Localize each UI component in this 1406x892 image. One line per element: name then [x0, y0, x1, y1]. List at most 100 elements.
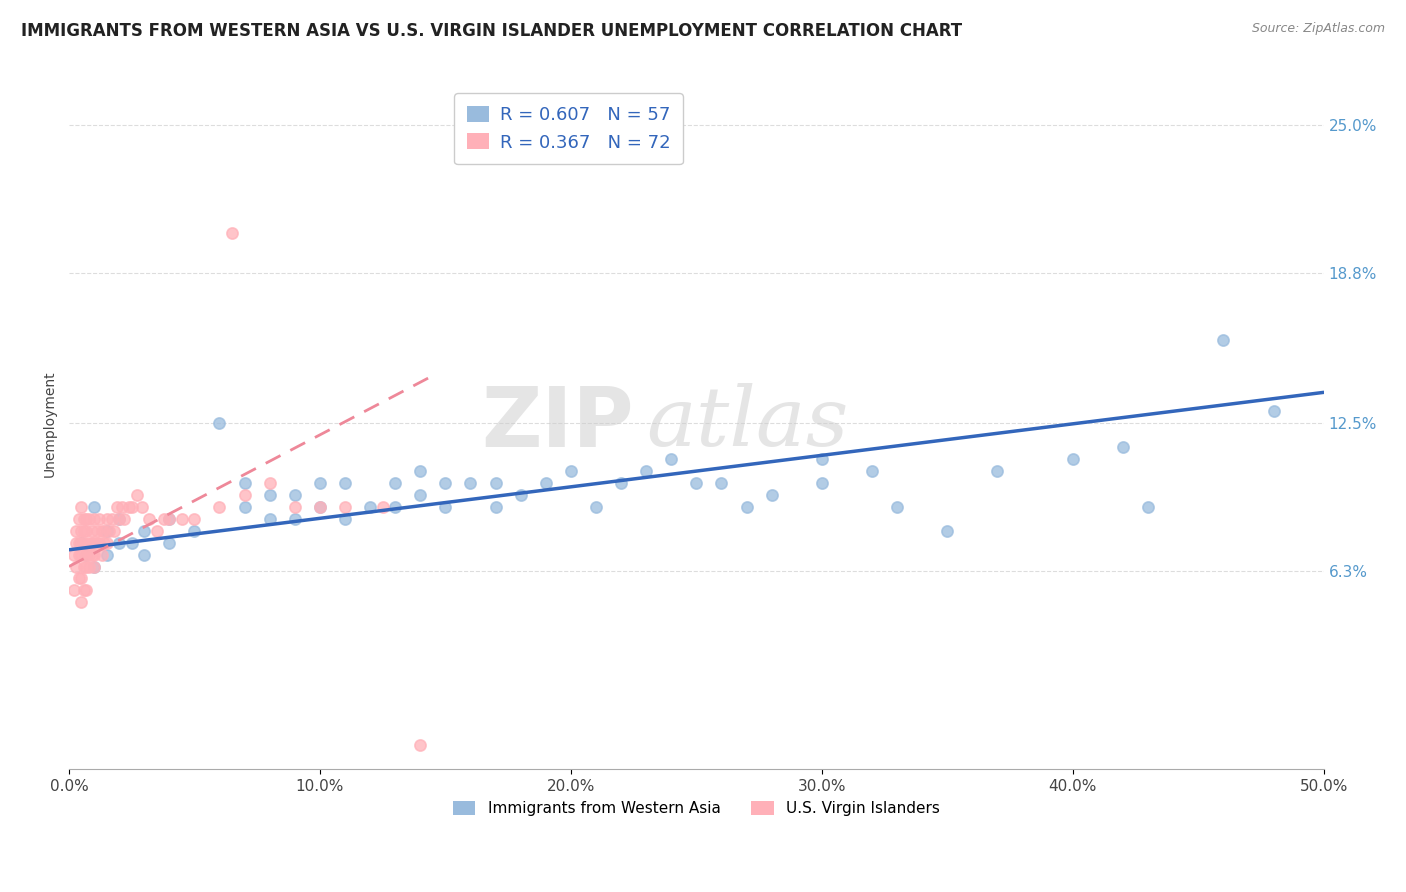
- Point: [67, 571, 90, 585]
- Point: [610, 475, 633, 490]
- Point: [409, 739, 432, 753]
- Point: [77, 559, 100, 574]
- Point: [76, 583, 98, 598]
- Point: [87, 535, 110, 549]
- Point: [108, 512, 131, 526]
- Point: [83, 512, 105, 526]
- Point: [67, 512, 90, 526]
- Point: [131, 500, 153, 514]
- Point: [460, 475, 482, 490]
- Point: [83, 559, 105, 574]
- Point: [359, 500, 381, 514]
- Point: [860, 464, 883, 478]
- Point: [70, 595, 93, 609]
- Point: [86, 524, 108, 538]
- Text: Source: ZipAtlas.com: Source: ZipAtlas.com: [1251, 22, 1385, 36]
- Point: [810, 475, 832, 490]
- Point: [83, 535, 105, 549]
- Point: [87, 512, 110, 526]
- Point: [65, 535, 87, 549]
- Y-axis label: Unemployment: Unemployment: [44, 370, 58, 476]
- Point: [86, 535, 108, 549]
- Text: ZIP: ZIP: [481, 383, 634, 464]
- Point: [76, 548, 98, 562]
- Point: [585, 500, 607, 514]
- Point: [76, 524, 98, 538]
- Point: [96, 535, 118, 549]
- Point: [108, 535, 131, 549]
- Point: [534, 475, 557, 490]
- Point: [259, 488, 281, 502]
- Point: [98, 524, 121, 538]
- Point: [333, 475, 356, 490]
- Point: [886, 500, 908, 514]
- Point: [434, 475, 457, 490]
- Point: [67, 535, 90, 549]
- Point: [484, 475, 506, 490]
- Point: [259, 475, 281, 490]
- Point: [735, 500, 758, 514]
- Point: [121, 500, 143, 514]
- Point: [93, 535, 115, 549]
- Point: [105, 500, 128, 514]
- Point: [70, 571, 93, 585]
- Point: [409, 464, 432, 478]
- Point: [333, 512, 356, 526]
- Point: [76, 548, 98, 562]
- Point: [145, 524, 167, 538]
- Point: [659, 452, 682, 467]
- Point: [70, 535, 93, 549]
- Point: [509, 488, 531, 502]
- Point: [810, 452, 832, 467]
- Point: [157, 535, 180, 549]
- Point: [108, 512, 131, 526]
- Point: [309, 500, 332, 514]
- Point: [170, 512, 193, 526]
- Point: [63, 583, 86, 598]
- Text: IMMIGRANTS FROM WESTERN ASIA VS U.S. VIRGIN ISLANDER UNEMPLOYMENT CORRELATION CH: IMMIGRANTS FROM WESTERN ASIA VS U.S. VIR…: [21, 22, 962, 40]
- Point: [434, 500, 457, 514]
- Point: [77, 512, 100, 526]
- Point: [73, 583, 96, 598]
- Point: [93, 524, 115, 538]
- Point: [710, 475, 733, 490]
- Point: [80, 535, 103, 549]
- Point: [208, 500, 231, 514]
- Point: [138, 512, 160, 526]
- Point: [1062, 452, 1084, 467]
- Point: [183, 524, 205, 538]
- Point: [80, 524, 103, 538]
- Point: [96, 524, 118, 538]
- Point: [384, 475, 406, 490]
- Point: [157, 512, 180, 526]
- Point: [309, 500, 332, 514]
- Text: atlas: atlas: [647, 384, 848, 463]
- Point: [233, 475, 256, 490]
- Point: [134, 524, 156, 538]
- Point: [309, 475, 332, 490]
- Point: [90, 524, 112, 538]
- Point: [67, 548, 90, 562]
- Point: [259, 512, 281, 526]
- Point: [685, 475, 707, 490]
- Point: [233, 500, 256, 514]
- Point: [77, 535, 100, 549]
- Point: [73, 524, 96, 538]
- Point: [111, 500, 134, 514]
- Point: [1137, 500, 1160, 514]
- Point: [65, 524, 87, 538]
- Point: [112, 512, 135, 526]
- Point: [83, 548, 105, 562]
- Point: [76, 559, 98, 574]
- Point: [70, 524, 93, 538]
- Point: [83, 559, 105, 574]
- Point: [284, 512, 307, 526]
- Point: [1212, 333, 1234, 347]
- Point: [70, 548, 93, 562]
- Point: [90, 548, 112, 562]
- Point: [986, 464, 1008, 478]
- Point: [100, 512, 122, 526]
- Point: [284, 500, 307, 514]
- Point: [560, 464, 582, 478]
- Point: [333, 500, 356, 514]
